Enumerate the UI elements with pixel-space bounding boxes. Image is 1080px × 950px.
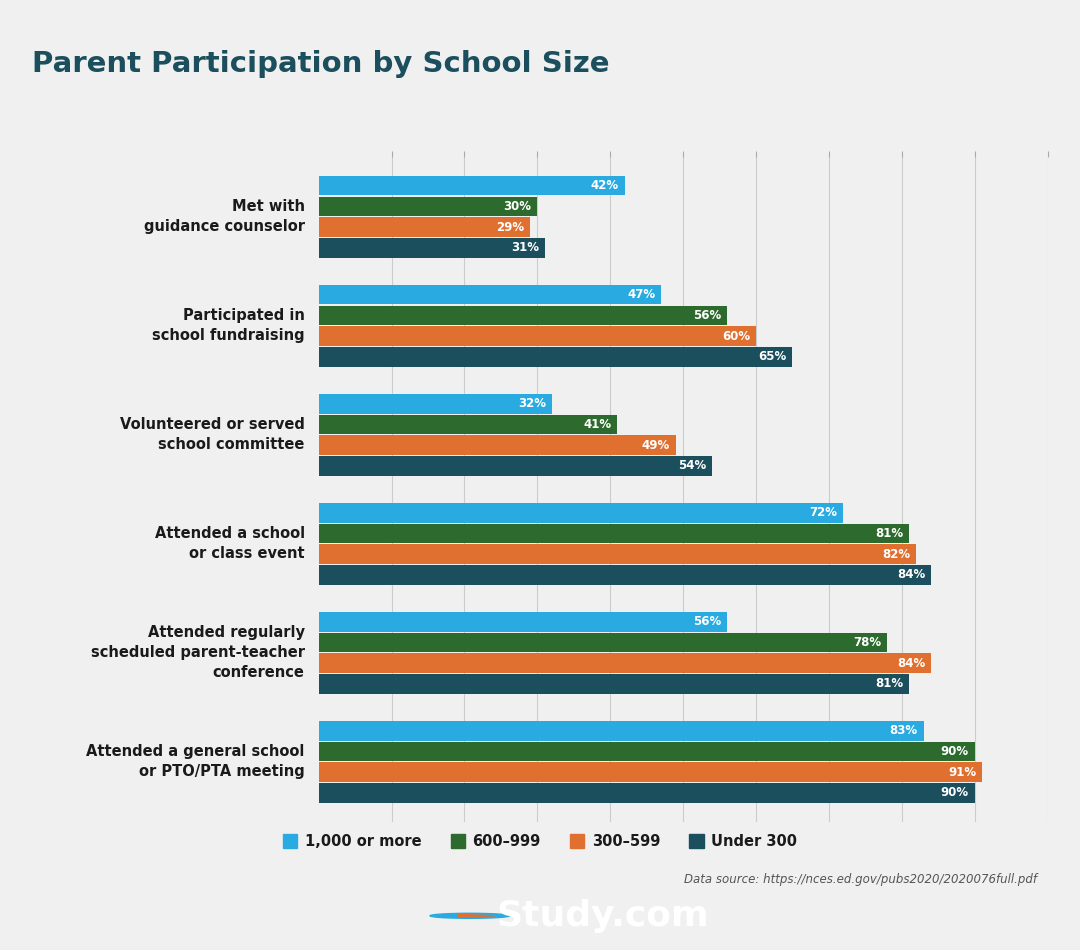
Text: 90%: 90%: [941, 745, 969, 758]
Bar: [319, 176, 624, 196]
Text: 78%: 78%: [853, 636, 881, 649]
Bar: [319, 654, 931, 673]
Bar: [319, 503, 843, 522]
Text: 90%: 90%: [941, 787, 969, 799]
Bar: [319, 721, 923, 741]
Bar: [319, 218, 530, 237]
Text: 81%: 81%: [875, 527, 903, 540]
Text: 56%: 56%: [692, 309, 721, 322]
Legend: 1,000 or more, 600–999, 300–599, Under 300: 1,000 or more, 600–999, 300–599, Under 3…: [283, 834, 797, 849]
Text: 82%: 82%: [882, 547, 910, 560]
Bar: [319, 435, 676, 455]
Text: 60%: 60%: [723, 330, 751, 343]
Bar: [319, 347, 793, 367]
Text: 65%: 65%: [758, 351, 786, 363]
Bar: [319, 565, 931, 584]
Text: 41%: 41%: [583, 418, 611, 431]
Bar: [319, 674, 909, 694]
Bar: [319, 394, 552, 413]
Text: 47%: 47%: [627, 288, 656, 301]
Text: 31%: 31%: [511, 241, 539, 255]
Bar: [319, 783, 975, 803]
Bar: [319, 742, 975, 761]
Bar: [319, 612, 727, 632]
Text: 54%: 54%: [678, 459, 706, 472]
Text: Study.com: Study.com: [497, 899, 710, 933]
Text: Parent Participation by School Size: Parent Participation by School Size: [32, 50, 610, 78]
Bar: [319, 456, 713, 476]
Bar: [319, 306, 727, 325]
Text: Data source: https://nces.ed.gov/pubs2020/2020076full.pdf: Data source: https://nces.ed.gov/pubs202…: [685, 873, 1038, 886]
Bar: [319, 238, 544, 257]
Bar: [319, 414, 618, 434]
Bar: [319, 523, 909, 543]
Text: 42%: 42%: [591, 180, 619, 192]
Text: 32%: 32%: [518, 397, 546, 410]
Text: 83%: 83%: [890, 724, 918, 737]
Text: 56%: 56%: [692, 616, 721, 628]
Bar: [319, 544, 916, 564]
Text: 30%: 30%: [503, 200, 531, 213]
Text: 91%: 91%: [948, 766, 976, 779]
Bar: [319, 197, 538, 217]
Polygon shape: [458, 915, 496, 917]
Bar: [319, 285, 661, 305]
Text: 81%: 81%: [875, 677, 903, 691]
Text: 84%: 84%: [896, 568, 926, 581]
Text: 72%: 72%: [810, 506, 838, 520]
Text: 29%: 29%: [496, 220, 524, 234]
Bar: [319, 633, 888, 653]
Text: 84%: 84%: [896, 656, 926, 670]
Bar: [319, 762, 982, 782]
Text: 49%: 49%: [642, 439, 670, 451]
Circle shape: [430, 913, 510, 919]
Bar: [319, 326, 756, 346]
